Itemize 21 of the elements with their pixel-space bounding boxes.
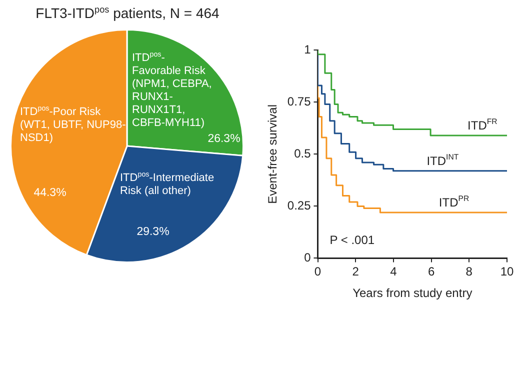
y-tick-label: 0.25	[287, 198, 312, 213]
data-label: 44.3%	[34, 187, 66, 199]
data-label: 29.3%	[136, 226, 170, 238]
y-tick-label: 0.75	[287, 94, 312, 109]
slice-label: ITD$^{pos}$-Poor Risk (WT1, UBTF, NUP98-NSD1)	[20, 104, 127, 145]
annotation: P < .001	[330, 233, 375, 248]
x-tick-label: 2	[352, 264, 360, 279]
x-tick-label: 0	[314, 264, 322, 279]
x-tick-label: 10	[500, 264, 514, 279]
x-axis-title: Years from study entry	[352, 286, 472, 300]
y-tick-label: 0.5	[294, 146, 312, 161]
slice-label: ITD$^{pos}$-Intermediate Risk (all other)	[120, 170, 216, 198]
x-tick-label: 4	[390, 264, 398, 279]
data-label: 26.3%	[208, 133, 240, 145]
y-tick-label: 0	[304, 250, 312, 265]
x-tick-label: 6	[428, 264, 435, 279]
y-axis-title: Event-free survival	[266, 104, 280, 204]
category-label: ITD$^{pos}$-Favorable Risk (NPM1, CEBPA, RUNX1-RUNX1T1, CBFB-MYH11)	[132, 50, 212, 129]
chart-title: FLT3-ITD$^{pos}$ patients, N = 464	[34, 4, 220, 21]
x-tick-label: 8	[466, 264, 473, 279]
y-tick-label: 1	[304, 42, 312, 57]
